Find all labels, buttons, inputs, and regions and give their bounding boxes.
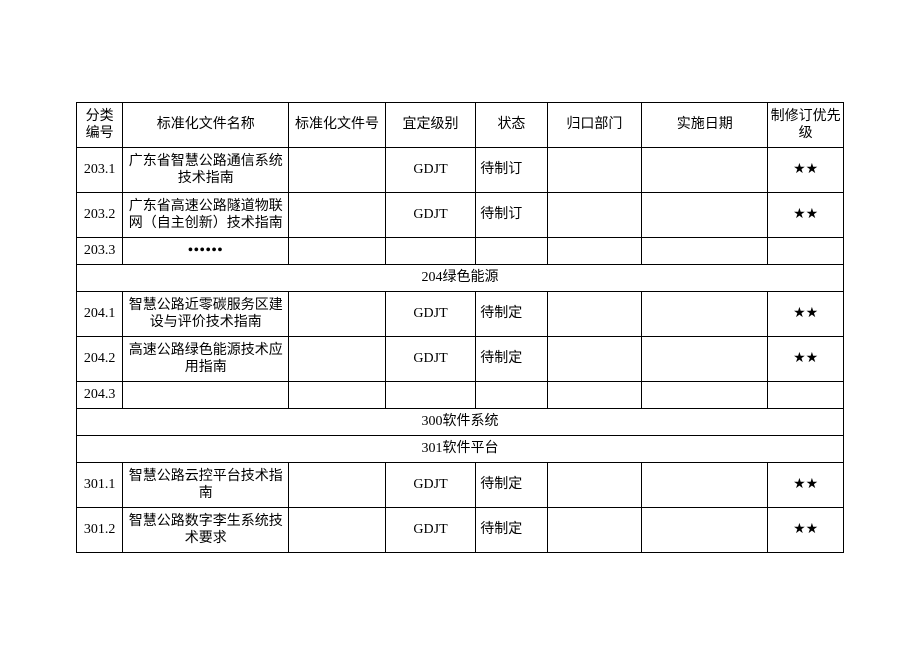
cell-fileno: [289, 238, 386, 265]
cell-dept: [547, 382, 642, 409]
cell-fileno: [289, 148, 386, 193]
col-status: 状态: [476, 103, 547, 148]
col-date: 实施日期: [642, 103, 768, 148]
cell-id: 204.3: [77, 382, 123, 409]
table-row: 301.1 智慧公路云控平台技术指南 GDJT 待制定 ★★: [77, 463, 844, 508]
cell-dept: [547, 238, 642, 265]
cell-name: 智慧公路云控平台技术指南: [123, 463, 289, 508]
cell-id: 203.3: [77, 238, 123, 265]
cell-fileno: [289, 382, 386, 409]
cell-dept: [547, 463, 642, 508]
cell-date: [642, 463, 768, 508]
table-row: 204.1 智慧公路近零碳服务区建设与评价技术指南 GDJT 待制定 ★★: [77, 292, 844, 337]
cell-id: 204.1: [77, 292, 123, 337]
section-row: 300软件系统: [77, 409, 844, 436]
cell-id: 203.1: [77, 148, 123, 193]
col-fileno: 标准化文件号: [289, 103, 386, 148]
cell-name: 高速公路绿色能源技术应用指南: [123, 337, 289, 382]
cell-fileno: [289, 337, 386, 382]
table-header-row: 分类编号 标准化文件名称 标准化文件号 宜定级别 状态 归口部门 实施日期 制修…: [77, 103, 844, 148]
col-level: 宜定级别: [385, 103, 475, 148]
cell-level: [385, 238, 475, 265]
section-title: 204绿色能源: [77, 265, 844, 292]
cell-level: GDJT: [385, 337, 475, 382]
cell-dept: [547, 193, 642, 238]
cell-fileno: [289, 508, 386, 553]
cell-name: 智慧公路近零碳服务区建设与评价技术指南: [123, 292, 289, 337]
cell-status: [476, 238, 547, 265]
cell-date: [642, 292, 768, 337]
section-row: 301软件平台: [77, 436, 844, 463]
cell-fileno: [289, 463, 386, 508]
table-row: 203.1 广东省智慧公路通信系统技术指南 GDJT 待制订 ★★: [77, 148, 844, 193]
cell-date: [642, 148, 768, 193]
cell-priority: ★★: [768, 292, 844, 337]
cell-status: 待制定: [476, 508, 547, 553]
cell-dept: [547, 148, 642, 193]
cell-level: GDJT: [385, 508, 475, 553]
cell-status: 待制订: [476, 193, 547, 238]
cell-name: 智慧公路数字李生系统技术要求: [123, 508, 289, 553]
cell-priority: ★★: [768, 508, 844, 553]
col-id: 分类编号: [77, 103, 123, 148]
cell-date: [642, 382, 768, 409]
section-title: 300软件系统: [77, 409, 844, 436]
col-dept: 归口部门: [547, 103, 642, 148]
cell-dept: [547, 292, 642, 337]
section-title: 301软件平台: [77, 436, 844, 463]
cell-status: 待制定: [476, 463, 547, 508]
col-name: 标准化文件名称: [123, 103, 289, 148]
cell-date: [642, 337, 768, 382]
table-row: 301.2 智慧公路数字李生系统技术要求 GDJT 待制定 ★★: [77, 508, 844, 553]
cell-id: 204.2: [77, 337, 123, 382]
cell-priority: [768, 382, 844, 409]
cell-level: GDJT: [385, 292, 475, 337]
col-priority: 制修订优先级: [768, 103, 844, 148]
cell-dept: [547, 508, 642, 553]
cell-id: 301.1: [77, 463, 123, 508]
cell-name: 广东省高速公路隧道物联网（自主创新）技术指南: [123, 193, 289, 238]
cell-id: 301.2: [77, 508, 123, 553]
cell-date: [642, 238, 768, 265]
cell-level: GDJT: [385, 148, 475, 193]
cell-priority: [768, 238, 844, 265]
cell-date: [642, 508, 768, 553]
cell-priority: ★★: [768, 148, 844, 193]
standards-table: 分类编号 标准化文件名称 标准化文件号 宜定级别 状态 归口部门 实施日期 制修…: [76, 102, 844, 553]
cell-status: 待制定: [476, 337, 547, 382]
section-row: 204绿色能源: [77, 265, 844, 292]
cell-status: 待制定: [476, 292, 547, 337]
cell-priority: ★★: [768, 463, 844, 508]
cell-name: [123, 382, 289, 409]
cell-priority: ★★: [768, 337, 844, 382]
cell-id: 203.2: [77, 193, 123, 238]
cell-name: ••••••: [123, 238, 289, 265]
table-row: 203.2 广东省高速公路隧道物联网（自主创新）技术指南 GDJT 待制订 ★★: [77, 193, 844, 238]
cell-priority: ★★: [768, 193, 844, 238]
cell-status: 待制订: [476, 148, 547, 193]
cell-level: GDJT: [385, 193, 475, 238]
cell-dept: [547, 337, 642, 382]
cell-status: [476, 382, 547, 409]
cell-fileno: [289, 193, 386, 238]
table-row: 204.3: [77, 382, 844, 409]
table-row: 203.3 ••••••: [77, 238, 844, 265]
cell-level: GDJT: [385, 463, 475, 508]
table-row: 204.2 高速公路绿色能源技术应用指南 GDJT 待制定 ★★: [77, 337, 844, 382]
standards-table-wrapper: 分类编号 标准化文件名称 标准化文件号 宜定级别 状态 归口部门 实施日期 制修…: [76, 102, 844, 553]
cell-fileno: [289, 292, 386, 337]
cell-name: 广东省智慧公路通信系统技术指南: [123, 148, 289, 193]
cell-level: [385, 382, 475, 409]
cell-date: [642, 193, 768, 238]
